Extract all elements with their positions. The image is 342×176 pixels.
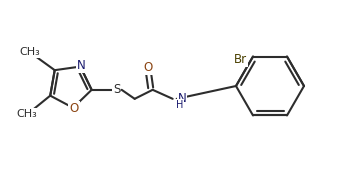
Text: O: O — [143, 61, 152, 74]
Text: O: O — [69, 102, 79, 115]
Text: Br: Br — [234, 53, 247, 66]
Text: S: S — [113, 83, 120, 96]
Text: N: N — [177, 92, 186, 105]
Text: N: N — [77, 59, 86, 72]
Text: CH₃: CH₃ — [17, 109, 38, 119]
Text: CH₃: CH₃ — [19, 47, 40, 57]
Text: H: H — [176, 100, 183, 110]
